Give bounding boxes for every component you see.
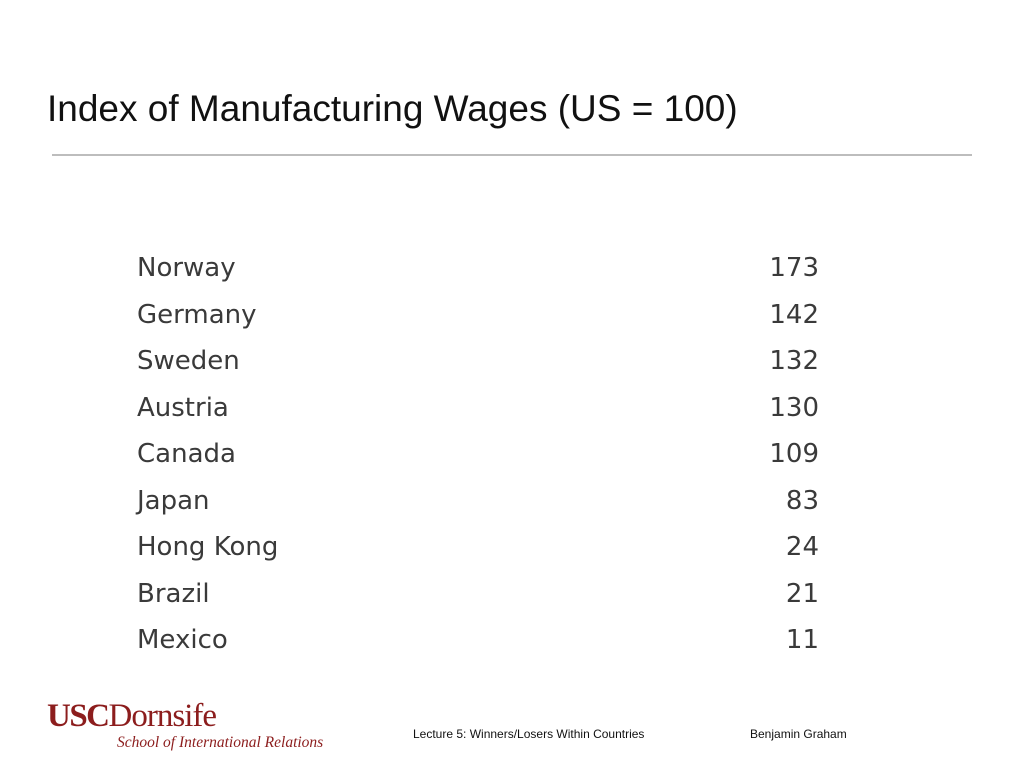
country-name: Germany: [137, 299, 257, 330]
table-row: Austria 130: [137, 387, 819, 434]
table-row: Canada 109: [137, 433, 819, 480]
wage-index-value: 142: [769, 299, 819, 330]
logo-dornsife: Dornsife: [108, 698, 217, 734]
slide-title: Index of Manufacturing Wages (US = 100): [47, 88, 738, 129]
title-divider: [52, 154, 972, 156]
lecture-title: Lecture 5: Winners/Losers Within Countri…: [413, 727, 645, 741]
wage-index-value: 130: [769, 392, 819, 423]
country-name: Japan: [137, 485, 210, 516]
table-row: Sweden 132: [137, 340, 819, 387]
table-row: Norway 173: [137, 247, 819, 294]
table-row: Germany 142: [137, 294, 819, 341]
wage-index-value: 132: [769, 346, 819, 376]
wage-index-value: 109: [769, 439, 819, 469]
wage-index-value: 21: [785, 578, 819, 609]
country-name: Austria: [137, 392, 229, 423]
country-name: Canada: [137, 439, 236, 469]
logo-usc: USC: [47, 698, 110, 734]
country-name: Hong Kong: [137, 532, 279, 562]
usc-dornsife-logo: USCDornsife School of International Rela…: [47, 700, 323, 752]
country-name: Brazil: [137, 578, 210, 609]
country-name: Norway: [137, 253, 236, 283]
author-name: Benjamin Graham: [750, 727, 847, 741]
wage-index-table: Norway 173 Germany 142 Sweden 132 Austri…: [137, 247, 819, 666]
wage-index-value: 24: [785, 532, 819, 562]
country-name: Mexico: [137, 625, 228, 655]
logo-subtitle: School of International Relations: [117, 734, 324, 751]
table-row: Japan 83: [137, 480, 819, 527]
wage-index-value: 83: [785, 485, 819, 516]
country-name: Sweden: [137, 346, 240, 376]
table-row: Brazil 21: [137, 573, 819, 620]
wage-index-value: 11: [785, 625, 819, 655]
table-row: Mexico 11: [137, 619, 819, 666]
logo-wordmark: USCDornsife: [47, 700, 323, 733]
table-row: Hong Kong 24: [137, 526, 819, 573]
wage-index-value: 173: [769, 253, 819, 283]
